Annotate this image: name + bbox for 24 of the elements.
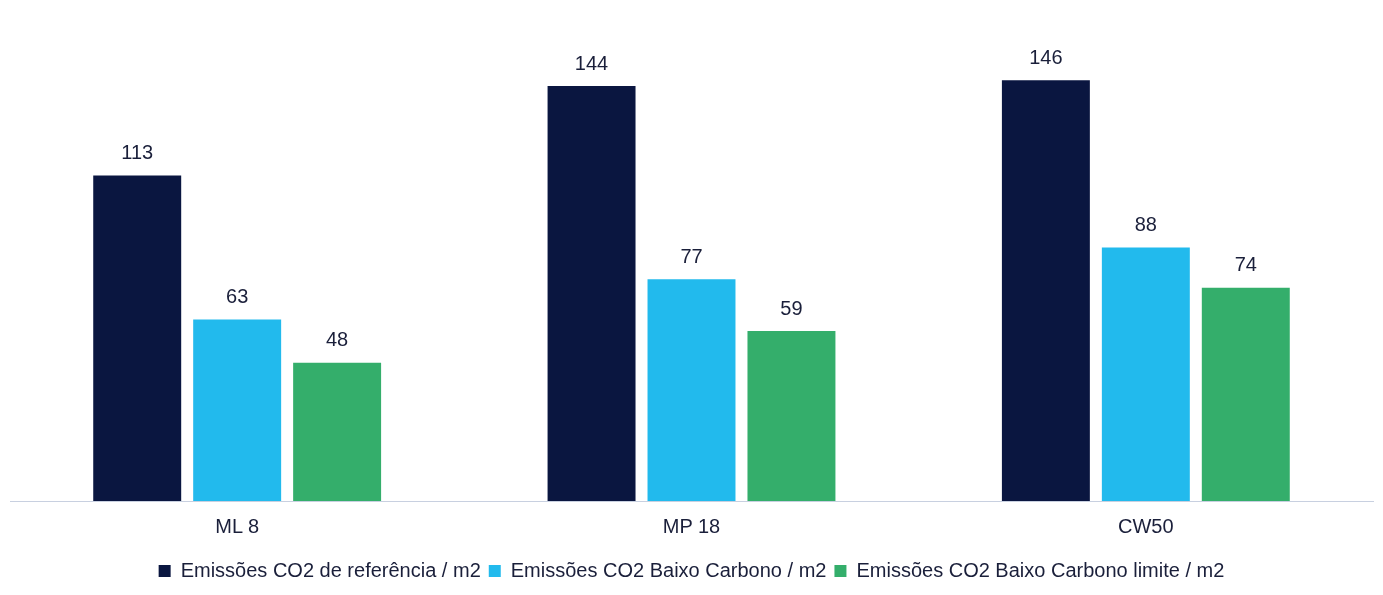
x-tick-label: CW50 — [1118, 514, 1174, 537]
legend-label: Emissões CO2 de referência / m2 — [180, 558, 481, 581]
data-label: 144 — [574, 51, 609, 74]
data-label: 74 — [1234, 253, 1257, 276]
legend-label: Emissões CO2 Baixo Carbono limite / m2 — [856, 558, 1225, 581]
bar — [547, 86, 636, 501]
data-label: 146 — [1029, 45, 1063, 68]
data-label: 113 — [121, 140, 154, 163]
bar — [1101, 247, 1190, 501]
data-label: 48 — [325, 328, 349, 351]
data-label: 77 — [680, 244, 703, 267]
legend-label: Emissões CO2 Baixo Carbono / m2 — [510, 558, 827, 581]
data-label: 59 — [780, 296, 803, 319]
bar — [93, 175, 182, 501]
bar — [747, 331, 836, 501]
bar — [1001, 80, 1090, 501]
bar — [293, 362, 382, 501]
x-tick-label: MP 18 — [662, 514, 721, 537]
x-tick-label: ML 8 — [215, 514, 260, 537]
bar — [1201, 287, 1290, 501]
bar — [647, 279, 736, 501]
bar — [193, 319, 282, 501]
data-label: 63 — [226, 285, 249, 307]
data-label: 88 — [1134, 212, 1157, 235]
